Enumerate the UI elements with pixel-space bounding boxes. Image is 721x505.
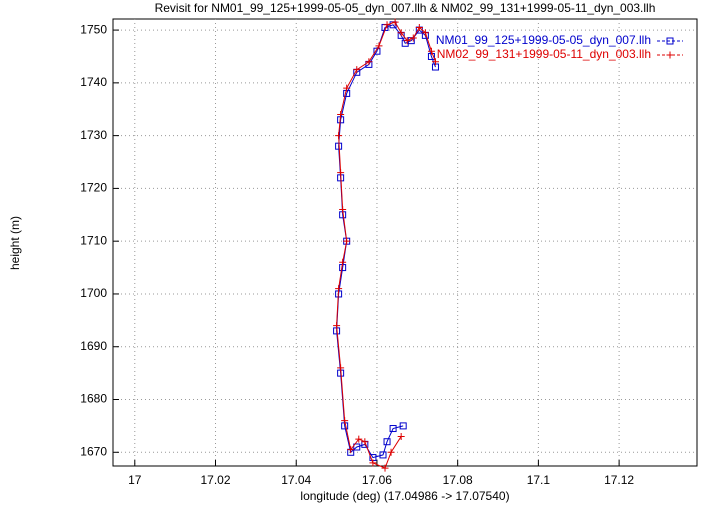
y-tick-label: 1720 bbox=[80, 181, 107, 195]
y-tick-label: 1670 bbox=[80, 444, 107, 458]
y-tick-label: 1680 bbox=[80, 392, 107, 406]
marker bbox=[379, 451, 387, 459]
y-tick-label: 1690 bbox=[80, 339, 107, 353]
x-tick-label: 17.04 bbox=[281, 473, 311, 487]
marker bbox=[337, 364, 345, 372]
marker bbox=[421, 29, 429, 37]
marker bbox=[375, 42, 383, 50]
x-tick-label: 17.06 bbox=[362, 473, 392, 487]
marker bbox=[341, 417, 349, 425]
marker bbox=[399, 422, 407, 430]
marker bbox=[387, 448, 395, 456]
marker bbox=[381, 464, 389, 472]
marker bbox=[353, 66, 361, 74]
x-axis-label: longitude (deg) (17.04986 -> 17.07540) bbox=[300, 489, 509, 503]
marker bbox=[409, 34, 417, 42]
marker bbox=[339, 258, 347, 266]
marker bbox=[397, 29, 405, 37]
x-tick-label: 17 bbox=[128, 473, 142, 487]
marker bbox=[361, 438, 369, 446]
x-tick-label: 17.08 bbox=[443, 473, 473, 487]
marker bbox=[355, 435, 363, 443]
y-tick-label: 1750 bbox=[80, 22, 107, 36]
x-tick-label: 17.1 bbox=[527, 473, 551, 487]
marker bbox=[391, 18, 399, 26]
series-line bbox=[336, 21, 436, 469]
marker bbox=[347, 446, 355, 454]
legend-label: NM02_99_131+1999-05-11_dyn_003.llh bbox=[437, 47, 651, 61]
legend-marker bbox=[666, 51, 674, 59]
y-tick-label: 1700 bbox=[80, 286, 107, 300]
legend-marker bbox=[666, 37, 674, 45]
marker bbox=[383, 21, 391, 29]
marker bbox=[333, 322, 341, 330]
marker bbox=[369, 459, 377, 467]
chart-title: Revisit for NM01_99_125+1999-05-05_dyn_0… bbox=[155, 1, 656, 15]
x-tick-label: 17.12 bbox=[604, 473, 634, 487]
y-tick-label: 1730 bbox=[80, 128, 107, 142]
marker bbox=[335, 132, 343, 140]
marker bbox=[365, 58, 373, 66]
y-axis-label: height (m) bbox=[8, 216, 22, 270]
marker bbox=[337, 111, 345, 119]
marker bbox=[337, 169, 345, 177]
marker bbox=[383, 438, 391, 446]
y-tick-label: 1740 bbox=[80, 75, 107, 89]
y-tick-label: 1710 bbox=[80, 233, 107, 247]
marker bbox=[335, 285, 343, 293]
marker bbox=[339, 206, 347, 214]
plot-frame bbox=[112, 18, 698, 467]
marker bbox=[415, 23, 423, 31]
marker bbox=[353, 443, 361, 451]
marker bbox=[397, 432, 405, 440]
marker bbox=[403, 37, 411, 45]
marker bbox=[343, 237, 351, 245]
marker bbox=[389, 425, 397, 433]
legend-label: NM01_99_125+1999-05-05_dyn_007.llh bbox=[436, 33, 651, 47]
series-line bbox=[336, 24, 436, 459]
marker bbox=[431, 58, 439, 66]
marker bbox=[427, 47, 435, 55]
marker bbox=[343, 84, 351, 92]
x-tick-label: 17.02 bbox=[200, 473, 230, 487]
